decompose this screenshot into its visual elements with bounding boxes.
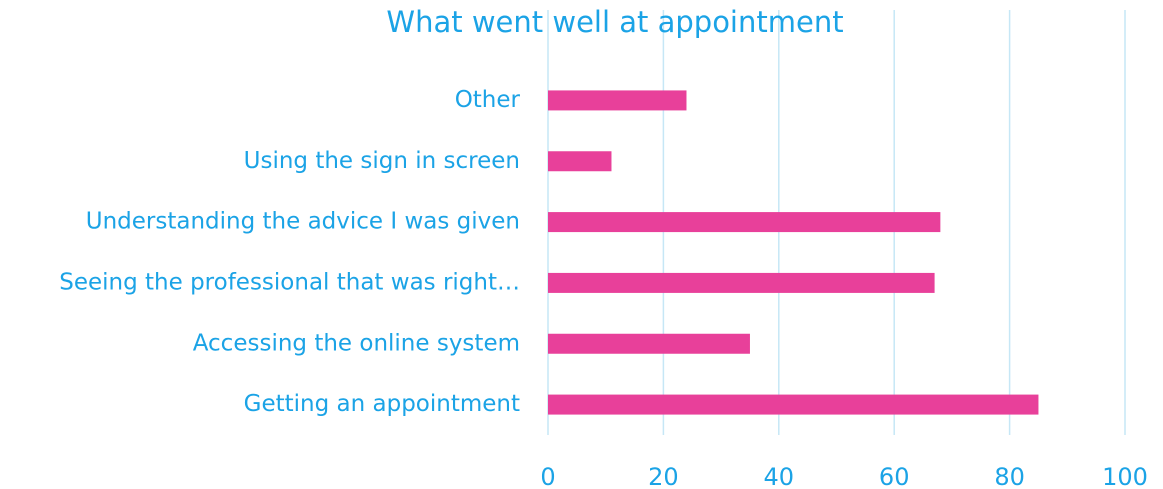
y-tick-label: Understanding the advice I was given [86, 209, 520, 235]
bar [548, 394, 1039, 415]
x-tick-label: 80 [994, 463, 1025, 489]
bar [548, 151, 612, 172]
x-tick-label: 0 [540, 463, 555, 489]
x-tick-label: 100 [1102, 463, 1148, 489]
y-tick-label: Using the sign in screen [244, 148, 520, 174]
bar [548, 333, 750, 354]
bar [548, 212, 941, 233]
x-tick-label: 40 [764, 463, 795, 489]
x-tick-label: 20 [648, 463, 679, 489]
bar [548, 90, 687, 111]
y-tick-label: Accessing the online system [193, 330, 520, 356]
y-tick-label: Getting an appointment [244, 391, 520, 417]
x-tick-label: 60 [879, 463, 910, 489]
bar [548, 272, 935, 293]
y-tick-label: Seeing the professional that was right… [59, 269, 520, 295]
chart-title: What went well at appointment [386, 5, 843, 39]
y-tick-label: Other [455, 87, 521, 113]
